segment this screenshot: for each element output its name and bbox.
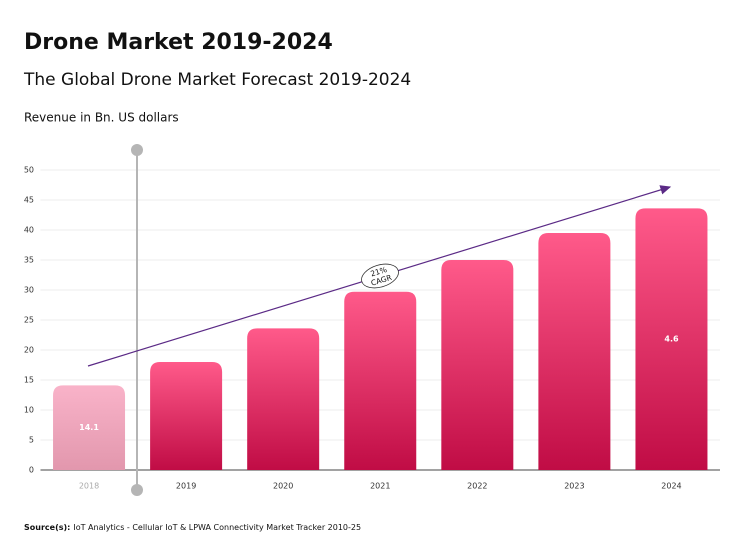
x-tick-label: 2019 bbox=[176, 482, 196, 491]
bar bbox=[538, 233, 611, 470]
y-tick-label: 15 bbox=[24, 376, 34, 385]
bar bbox=[344, 291, 417, 470]
y-tick-label: 45 bbox=[24, 196, 34, 205]
y-tick-label: 30 bbox=[24, 286, 34, 295]
x-tick-label: 2018 bbox=[79, 482, 99, 491]
bar-note: 4.6 bbox=[664, 335, 679, 344]
bar bbox=[247, 328, 320, 470]
bar bbox=[635, 208, 708, 470]
x-tick-label: 2024 bbox=[661, 482, 681, 491]
y-tick-label: 35 bbox=[24, 256, 34, 265]
y-tick-label: 40 bbox=[24, 226, 34, 235]
y-tick-label: 25 bbox=[24, 316, 34, 325]
x-tick-label: 2020 bbox=[273, 482, 293, 491]
bar bbox=[150, 362, 223, 470]
slider-handle[interactable] bbox=[131, 144, 143, 156]
y-tick-label: 5 bbox=[29, 436, 34, 445]
y-tick-label: 10 bbox=[24, 406, 34, 415]
bar bbox=[441, 260, 514, 470]
chart-title: Drone Market 2019-2024 bbox=[24, 30, 333, 55]
y-tick-label: 0 bbox=[29, 466, 34, 475]
slider-handle[interactable] bbox=[131, 484, 143, 496]
cagr-badge: 21% CAGR bbox=[361, 263, 399, 289]
value-label: 14.1 bbox=[79, 423, 99, 432]
y-tick-label: 20 bbox=[24, 346, 34, 355]
cagr-ellipse bbox=[361, 263, 399, 289]
source: Source(s): IoT Analytics - Cellular IoT &… bbox=[24, 523, 361, 532]
source-label: Source(s): bbox=[24, 523, 70, 532]
x-tick-label: 2021 bbox=[370, 482, 390, 491]
x-tick-label: 2022 bbox=[467, 482, 487, 491]
source-text: IoT Analytics - Cellular IoT & LPWA Conn… bbox=[73, 523, 361, 532]
y-tick-label: 50 bbox=[24, 166, 34, 175]
x-tick-label: 2023 bbox=[564, 482, 584, 491]
bar bbox=[53, 385, 126, 470]
y-axis-label: Revenue in Bn. US dollars bbox=[24, 111, 179, 125]
chart-subtitle: The Global Drone Market Forecast 2019-20… bbox=[23, 70, 411, 90]
